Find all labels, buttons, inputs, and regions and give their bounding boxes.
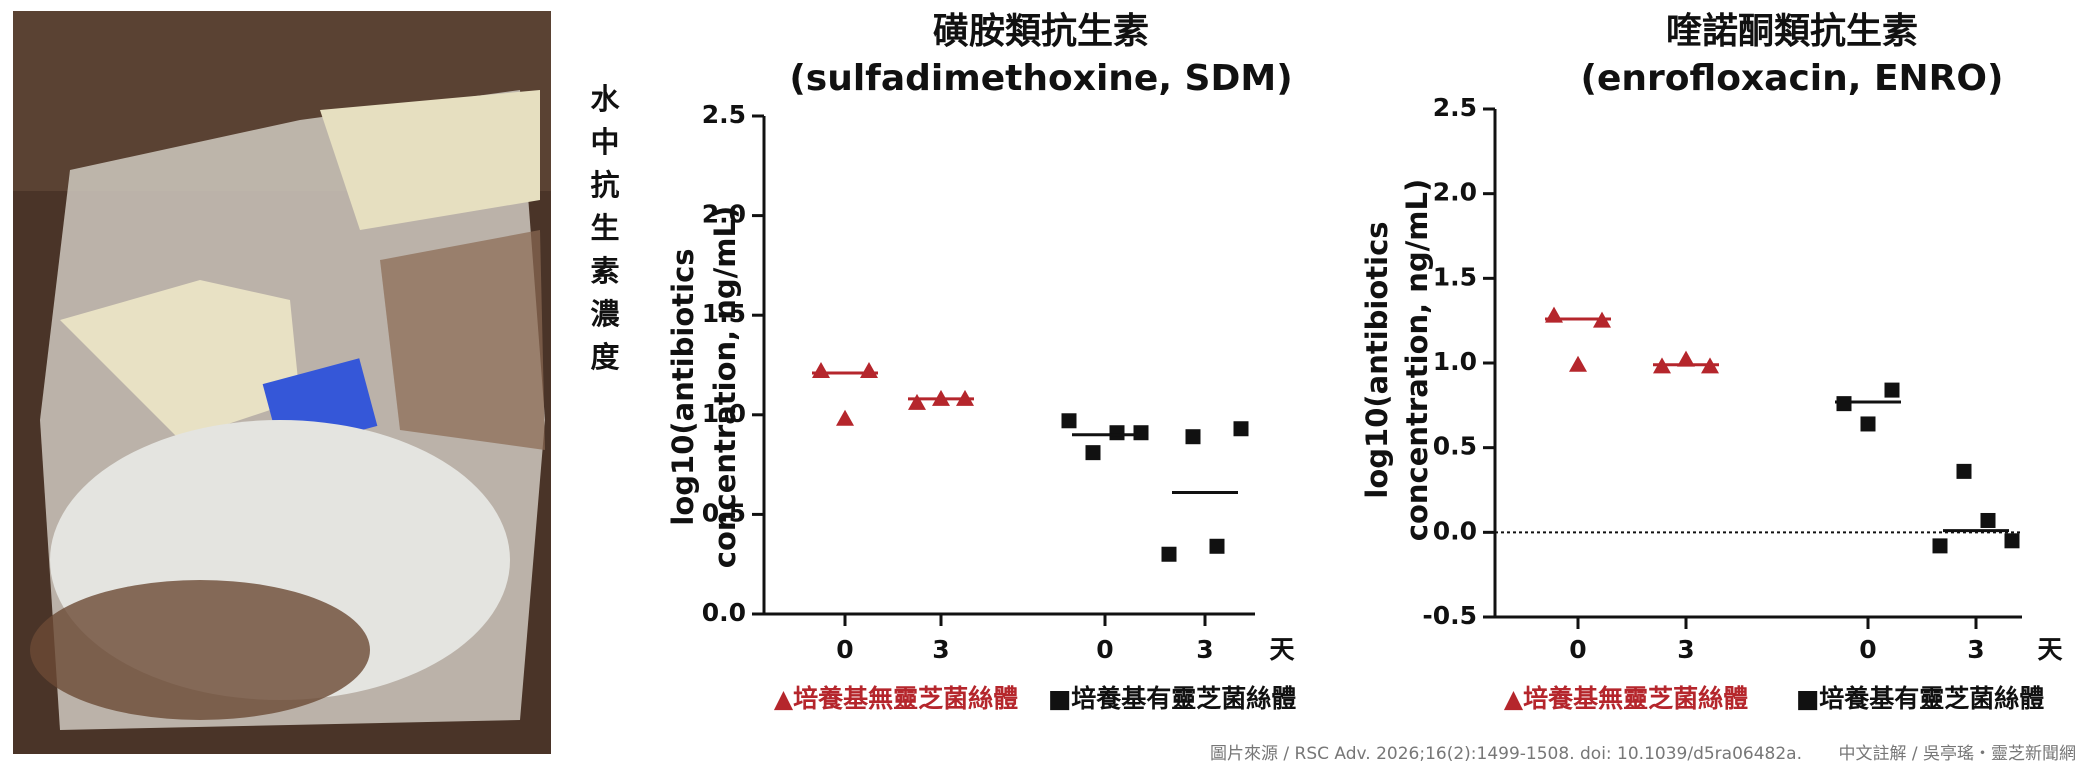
x-tick-label: 0	[1859, 635, 1876, 664]
side-label: 水中抗生素濃度	[586, 83, 620, 384]
x-tick-label: 3	[1677, 635, 1694, 664]
chart-title: 磺胺類抗生素	[933, 10, 1149, 52]
y-tick-label: 1.5	[1433, 262, 1477, 291]
data-point	[1085, 445, 1101, 461]
data-point	[1185, 429, 1201, 445]
chart-title: 喹諾酮類抗生素	[1666, 10, 1918, 52]
y-tick-label: 2.5	[702, 100, 746, 129]
data-point	[1209, 538, 1225, 554]
data-point	[1133, 425, 1149, 441]
x-tick-label: 3	[932, 635, 949, 664]
chart-title: (enrofloxacin, ENRO)	[1581, 58, 2004, 99]
data-point	[1161, 546, 1177, 562]
data-point	[1860, 416, 1876, 432]
y-axis-label: log10(antibiotics	[666, 248, 700, 525]
y-axis-label: concentration, ng/mL)	[708, 206, 742, 568]
credit: 中文註解 / 吳亭瑤・靈芝新聞網	[1838, 744, 2076, 764]
x-tick-label: 0	[1096, 635, 1113, 664]
y-tick-label: 2.5	[1433, 93, 1477, 122]
y-tick-label: 2.0	[702, 200, 746, 229]
data-point	[860, 361, 878, 378]
data-point	[1956, 463, 1972, 479]
y-axis-label: log10(antibiotics	[1360, 221, 1394, 498]
data-point	[1836, 396, 1852, 412]
data-point	[1884, 382, 1900, 398]
x-unit: 天	[2037, 635, 2062, 664]
data-point	[836, 409, 854, 426]
y-tick-label: 0.5	[1433, 432, 1477, 461]
x-tick-label: 0	[1569, 635, 1586, 664]
data-point	[1932, 538, 1948, 554]
source: 圖片來源 / RSC Adv. 2026;16(2):1499-1508. do…	[1210, 744, 1802, 764]
y-tick-label: 0.0	[1433, 516, 1477, 545]
x-tick-label: 3	[1967, 635, 1984, 664]
legend-entry: ■培養基有靈芝菌絲體	[1796, 684, 2045, 713]
data-point	[1233, 421, 1249, 437]
data-point	[1061, 413, 1077, 429]
photo	[13, 11, 551, 754]
legend-entry: ▲培養基無靈芝菌絲體	[774, 684, 1018, 713]
data-point	[2004, 533, 2020, 549]
data-point	[1109, 425, 1125, 441]
y-tick-label: -0.5	[1422, 601, 1477, 630]
legend-entry: ■培養基有靈芝菌絲體	[1048, 684, 1297, 713]
chart-title: (sulfadimethoxine, SDM)	[789, 58, 1292, 99]
y-axis-label: concentration, ng/mL)	[1400, 179, 1434, 541]
y-tick-label: 0.0	[702, 598, 746, 627]
x-tick-label: 3	[1196, 635, 1213, 664]
x-tick-label: 0	[836, 635, 853, 664]
y-tick-label: 1.0	[702, 399, 746, 428]
y-tick-label: 1.5	[702, 299, 746, 328]
data-point	[908, 393, 926, 410]
y-tick-label: 1.0	[1433, 347, 1477, 376]
y-tick-label: 2.0	[1433, 178, 1477, 207]
data-point	[1980, 512, 1996, 528]
y-tick-label: 0.5	[702, 498, 746, 527]
data-point	[812, 361, 830, 378]
data-point	[1677, 350, 1695, 367]
data-point	[1569, 355, 1587, 372]
x-unit: 天	[1269, 635, 1294, 664]
legend-entry: ▲培養基無靈芝菌絲體	[1504, 684, 1748, 713]
